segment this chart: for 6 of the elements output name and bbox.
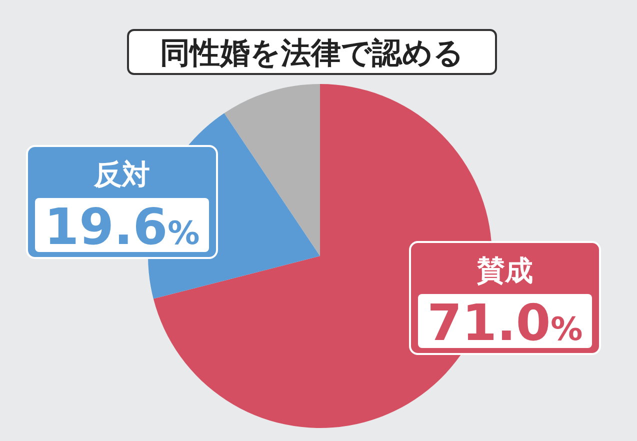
chart-title: 同性婚を法律で認める [160, 36, 464, 71]
pie-slice [224, 84, 320, 256]
data-label: 71.0% [427, 294, 583, 352]
slice-label: 賛成 [476, 254, 533, 287]
slice-label: 反対 [93, 158, 150, 191]
data-label: 19.6% [44, 198, 200, 256]
